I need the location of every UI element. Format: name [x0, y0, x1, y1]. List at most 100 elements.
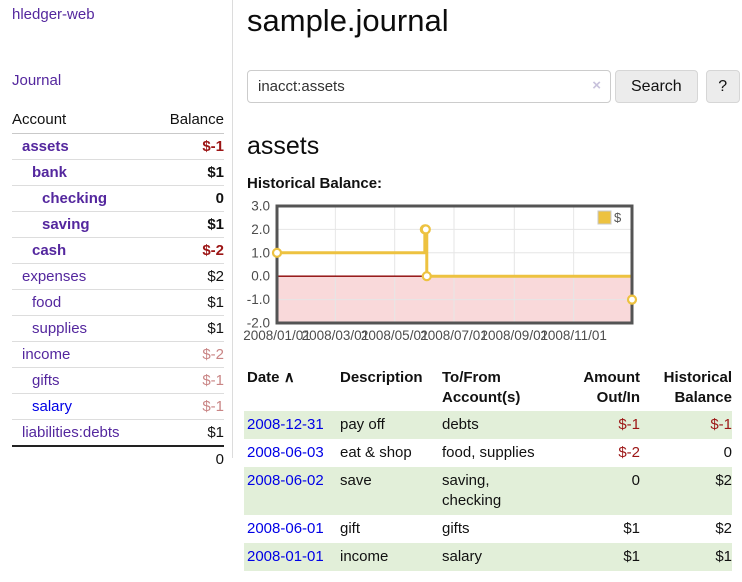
account-link[interactable]: liabilities:debts	[22, 424, 120, 441]
transaction-amount: $-2	[618, 444, 640, 461]
account-row: bank $1	[12, 159, 224, 186]
account-link[interactable]: bank	[32, 164, 68, 181]
transaction-accounts: salary	[442, 548, 483, 565]
account-balance: $2	[152, 263, 224, 290]
transaction-balance: $2	[715, 520, 732, 537]
account-balance: $-1	[202, 138, 224, 155]
account-row: income $-2	[12, 341, 224, 368]
accounts-total-row: 0	[12, 445, 224, 472]
search-button[interactable]: Search	[615, 70, 698, 103]
transaction-description: eat & shop	[340, 444, 412, 461]
account-balance: $1	[152, 211, 224, 238]
account-row: gifts $-1	[12, 367, 224, 394]
transaction-description: pay off	[340, 416, 385, 433]
account-balance: $1	[152, 419, 224, 446]
transaction-row: 2008-06-02 save saving, checking 0 $2	[244, 467, 732, 515]
transaction-accounts: food, supplies	[442, 444, 535, 461]
account-row: checking 0	[12, 185, 224, 212]
y-axis-tick: 1.0	[251, 245, 270, 260]
column-accounts: To/From Account(s)	[442, 369, 521, 406]
y-axis-tick: 2.0	[251, 222, 270, 237]
chart-title: Historical Balance:	[247, 175, 383, 192]
accounts-total-balance: 0	[152, 445, 224, 472]
account-link[interactable]: income	[22, 346, 71, 363]
column-balance: Historical Balance	[663, 369, 732, 406]
account-row: saving $1	[12, 211, 224, 238]
chart-canvas: $3.0 2.0 1.0 0.0 -1.0 -2.02008/01/012008/03/0…	[243, 199, 638, 343]
historical-balance-chart: $3.0 2.0 1.0 0.0 -1.0 -2.0 2008/01/01 2008/03/0…	[243, 199, 742, 345]
account-row: assets $-1	[12, 134, 224, 160]
search-input[interactable]	[247, 70, 611, 103]
account-row: expenses $2	[12, 263, 224, 290]
account-row: supplies $1	[12, 315, 224, 342]
account-balance: $1	[152, 159, 224, 186]
account-link[interactable]: expenses	[22, 268, 87, 285]
account-link[interactable]: assets	[22, 138, 69, 155]
x-axis-tick: 2008/07/01	[420, 328, 488, 343]
legend-label: $	[614, 210, 622, 225]
account-link[interactable]: saving	[42, 216, 90, 233]
transaction-description: gift	[340, 520, 361, 537]
transaction-accounts: saving, checking	[442, 472, 502, 509]
transaction-date-link[interactable]: 2008-01-01	[247, 548, 324, 565]
transaction-row: 2008-12-31 pay off debts $-1 $-1	[244, 411, 732, 439]
search-field-wrapper: ×	[247, 70, 611, 103]
transaction-amount: $1	[623, 520, 640, 537]
accounts-column-account: Account	[12, 108, 153, 134]
account-link[interactable]: cash	[32, 242, 67, 259]
account-balance: $-1	[152, 393, 224, 420]
sidebar-item-journal[interactable]: Journal	[12, 72, 62, 89]
y-axis-tick: -1.0	[247, 292, 270, 307]
account-link[interactable]: salary	[32, 398, 73, 415]
transaction-date-link[interactable]: 2008-06-01	[247, 520, 324, 537]
transaction-amount: $-1	[618, 416, 640, 433]
brand-link[interactable]: hledger-web	[12, 6, 95, 23]
help-button[interactable]: ?	[705, 70, 740, 103]
x-axis-tick: 2008/09/01	[481, 328, 549, 343]
accounts-column-balance: Balance	[152, 108, 224, 134]
y-axis-tick: -2.0	[247, 316, 270, 331]
account-balance: $-1	[152, 367, 224, 394]
clear-search-icon[interactable]: ×	[592, 77, 601, 94]
page-title: sample.journal	[247, 3, 449, 38]
account-row: liabilities:debts $1	[12, 419, 224, 446]
transaction-row: 2008-06-01 gift gifts $1 $2	[244, 515, 732, 543]
account-link[interactable]: food	[32, 294, 62, 311]
column-date[interactable]: Date ∧	[247, 369, 295, 386]
y-axis-tick: 0.0	[251, 269, 270, 284]
legend-swatch	[597, 210, 612, 225]
transaction-date-link[interactable]: 2008-06-02	[247, 472, 324, 489]
account-row: food $1	[12, 289, 224, 316]
transaction-amount: 0	[631, 472, 640, 489]
transaction-accounts: debts	[442, 416, 479, 433]
transaction-balance: $1	[715, 548, 732, 565]
x-axis-tick: 2008/01/01	[243, 328, 311, 343]
transaction-row: 2008-01-01 income salary $1 $1	[244, 543, 732, 571]
account-balance: $-2	[152, 341, 224, 368]
transaction-accounts: gifts	[442, 520, 470, 537]
account-balance: 0	[152, 185, 224, 212]
account-balance: $1	[152, 289, 224, 316]
account-balance: $1	[152, 315, 224, 342]
x-axis-tick: 2008/05/01	[361, 328, 429, 343]
transaction-date-link[interactable]: 2008-06-03	[247, 444, 324, 461]
main-content: sample.journal × Search ? assets Histori…	[233, 0, 742, 571]
accounts-header-row: Account Balance	[12, 108, 224, 134]
transaction-description: save	[340, 472, 372, 489]
account-link[interactable]: gifts	[32, 372, 60, 389]
account-heading: assets	[247, 132, 320, 160]
account-balance: $-2	[152, 237, 224, 264]
account-row: cash $-2	[12, 237, 224, 264]
account-link[interactable]: checking	[42, 190, 108, 207]
transaction-amount: $1	[623, 548, 640, 565]
transaction-date-link[interactable]: 2008-12-31	[247, 416, 324, 433]
x-axis-tick: 2008/03/01	[302, 328, 370, 343]
account-link[interactable]: supplies	[32, 320, 88, 337]
sidebar: hledger-web Journal Account Balance asse…	[0, 0, 233, 472]
transaction-balance: 0	[723, 444, 732, 461]
account-row: salary $-1	[12, 393, 224, 420]
accounts-table: Account Balance assets $-1 bank $1 check…	[12, 108, 224, 472]
column-amount: Amount Out/In	[583, 369, 640, 406]
transaction-balance: $2	[715, 472, 732, 489]
